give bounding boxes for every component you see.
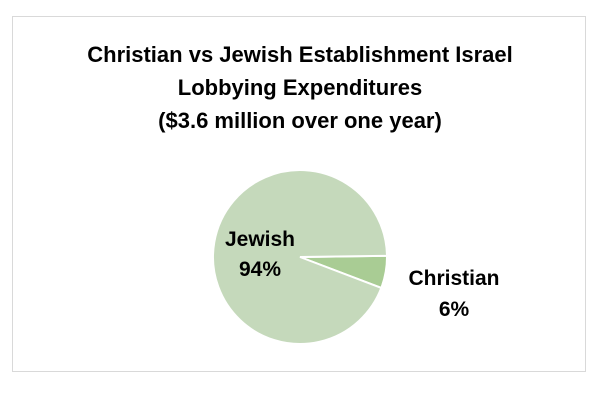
christian-slice-percent: 6%: [439, 298, 470, 321]
chart-title-line-3: ($3.6 million over one year): [158, 108, 442, 133]
jewish-slice-percent: 94%: [239, 258, 281, 281]
chart-title-line-2: Lobbying Expenditures: [178, 75, 422, 100]
christian-slice-label: Christian: [408, 267, 499, 290]
pie-slices: [212, 169, 389, 345]
chart-title-line-1: Christian vs Jewish Establishment Israel: [87, 42, 513, 67]
pie-slice-jewish: [212, 169, 389, 345]
jewish-slice-label: Jewish: [225, 228, 295, 251]
